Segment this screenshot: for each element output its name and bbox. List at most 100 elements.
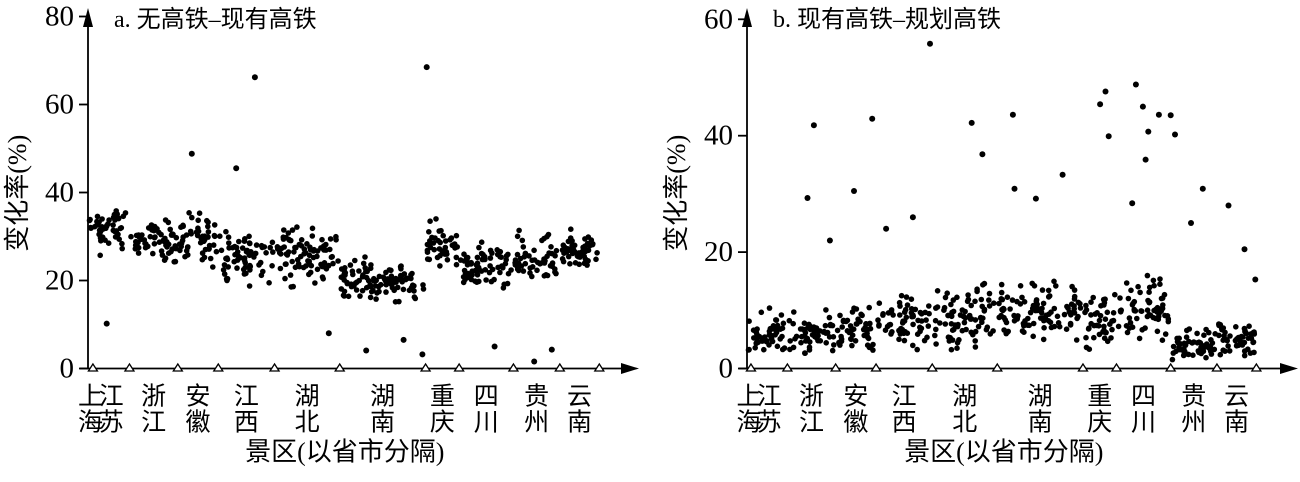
data-point-outlier (1102, 88, 1109, 95)
data-point (541, 259, 547, 266)
data-point (1039, 287, 1046, 293)
data-point (961, 319, 968, 326)
data-point (746, 318, 752, 325)
data-point (1061, 311, 1068, 318)
x-category-char: 庆 (430, 409, 455, 437)
x-category-char: 北 (952, 410, 977, 437)
data-point (998, 289, 1005, 296)
panel-title: b. 现有高铁–规划高铁 (773, 6, 1001, 33)
data-point (954, 339, 961, 346)
data-point (902, 306, 909, 313)
x-category-char: 上 (78, 383, 103, 411)
data-point (942, 294, 949, 301)
data-point (569, 238, 575, 244)
data-point (370, 287, 376, 294)
data-point (1091, 334, 1097, 341)
data-point (941, 304, 948, 311)
data-point (482, 267, 489, 273)
data-point (195, 217, 201, 224)
data-point (289, 258, 296, 265)
data-point (572, 260, 579, 266)
data-point (207, 255, 214, 262)
x-axis-arrowhead-icon (621, 363, 639, 374)
data-point (1194, 330, 1200, 337)
data-point (1030, 302, 1037, 309)
data-point (400, 286, 407, 293)
province-divider-triangle (1250, 362, 1263, 372)
data-point (1159, 305, 1166, 312)
data-point (150, 250, 156, 257)
data-point (933, 326, 939, 333)
data-point (944, 290, 950, 297)
data-point (567, 261, 573, 267)
data-point (294, 224, 300, 230)
data-point (901, 330, 907, 337)
data-point (529, 264, 536, 270)
data-point (830, 334, 837, 340)
data-point (1123, 280, 1130, 286)
data-point (1226, 348, 1233, 354)
data-point (269, 239, 276, 246)
x-category-char: 湖 (952, 383, 977, 411)
data-point (285, 230, 292, 236)
data-point (998, 312, 1004, 319)
data-point-outlier (491, 343, 498, 350)
data-point (1115, 323, 1122, 330)
data-point (87, 216, 93, 223)
data-point (763, 338, 770, 345)
data-point (457, 257, 464, 263)
x-category-char: 湖 (295, 383, 320, 411)
data-point (1241, 352, 1248, 359)
data-point (1144, 307, 1151, 314)
data-point (972, 338, 978, 344)
data-point (1216, 332, 1222, 339)
data-point (1009, 297, 1016, 303)
data-point (1117, 295, 1123, 301)
data-point (194, 232, 201, 239)
data-point (333, 233, 339, 240)
data-point (117, 225, 124, 232)
data-point (362, 254, 368, 260)
data-point (1139, 327, 1145, 333)
x-category-char: 浙 (141, 383, 166, 411)
province-divider-triangle (268, 362, 281, 372)
data-point (314, 266, 321, 273)
data-point (312, 280, 318, 286)
x-axis-title: 景区(以省市分隔) (904, 438, 1103, 467)
data-point (1245, 346, 1251, 353)
data-point (912, 306, 919, 313)
data-point (185, 252, 191, 258)
data-point (1175, 340, 1181, 346)
data-point (526, 253, 532, 259)
data-point (972, 328, 979, 335)
x-category-char: 庆 (1087, 409, 1112, 437)
data-point (582, 243, 588, 250)
data-point (787, 338, 793, 344)
data-point (436, 246, 443, 252)
data-point (952, 322, 958, 328)
data-point (1083, 334, 1089, 341)
data-point (859, 312, 865, 319)
data-point-outlier (1009, 111, 1016, 118)
data-point (778, 312, 785, 318)
data-point (1237, 338, 1244, 345)
data-point (1071, 293, 1078, 300)
data-point (1053, 283, 1059, 289)
data-point (1126, 315, 1133, 321)
data-point (1155, 316, 1162, 323)
data-point-outlier (363, 347, 370, 354)
data-point (564, 246, 570, 253)
data-point (1251, 329, 1257, 335)
data-point (1085, 326, 1092, 332)
data-point (307, 269, 314, 276)
data-point (201, 238, 207, 245)
data-point (401, 271, 408, 277)
data-point (1225, 343, 1231, 349)
data-point-outlier (1172, 131, 1178, 138)
data-point (1203, 326, 1209, 333)
data-point (1004, 329, 1011, 336)
data-point (758, 309, 765, 316)
data-point (521, 253, 528, 260)
data-point (822, 322, 829, 329)
x-category-char: 云 (567, 384, 592, 411)
